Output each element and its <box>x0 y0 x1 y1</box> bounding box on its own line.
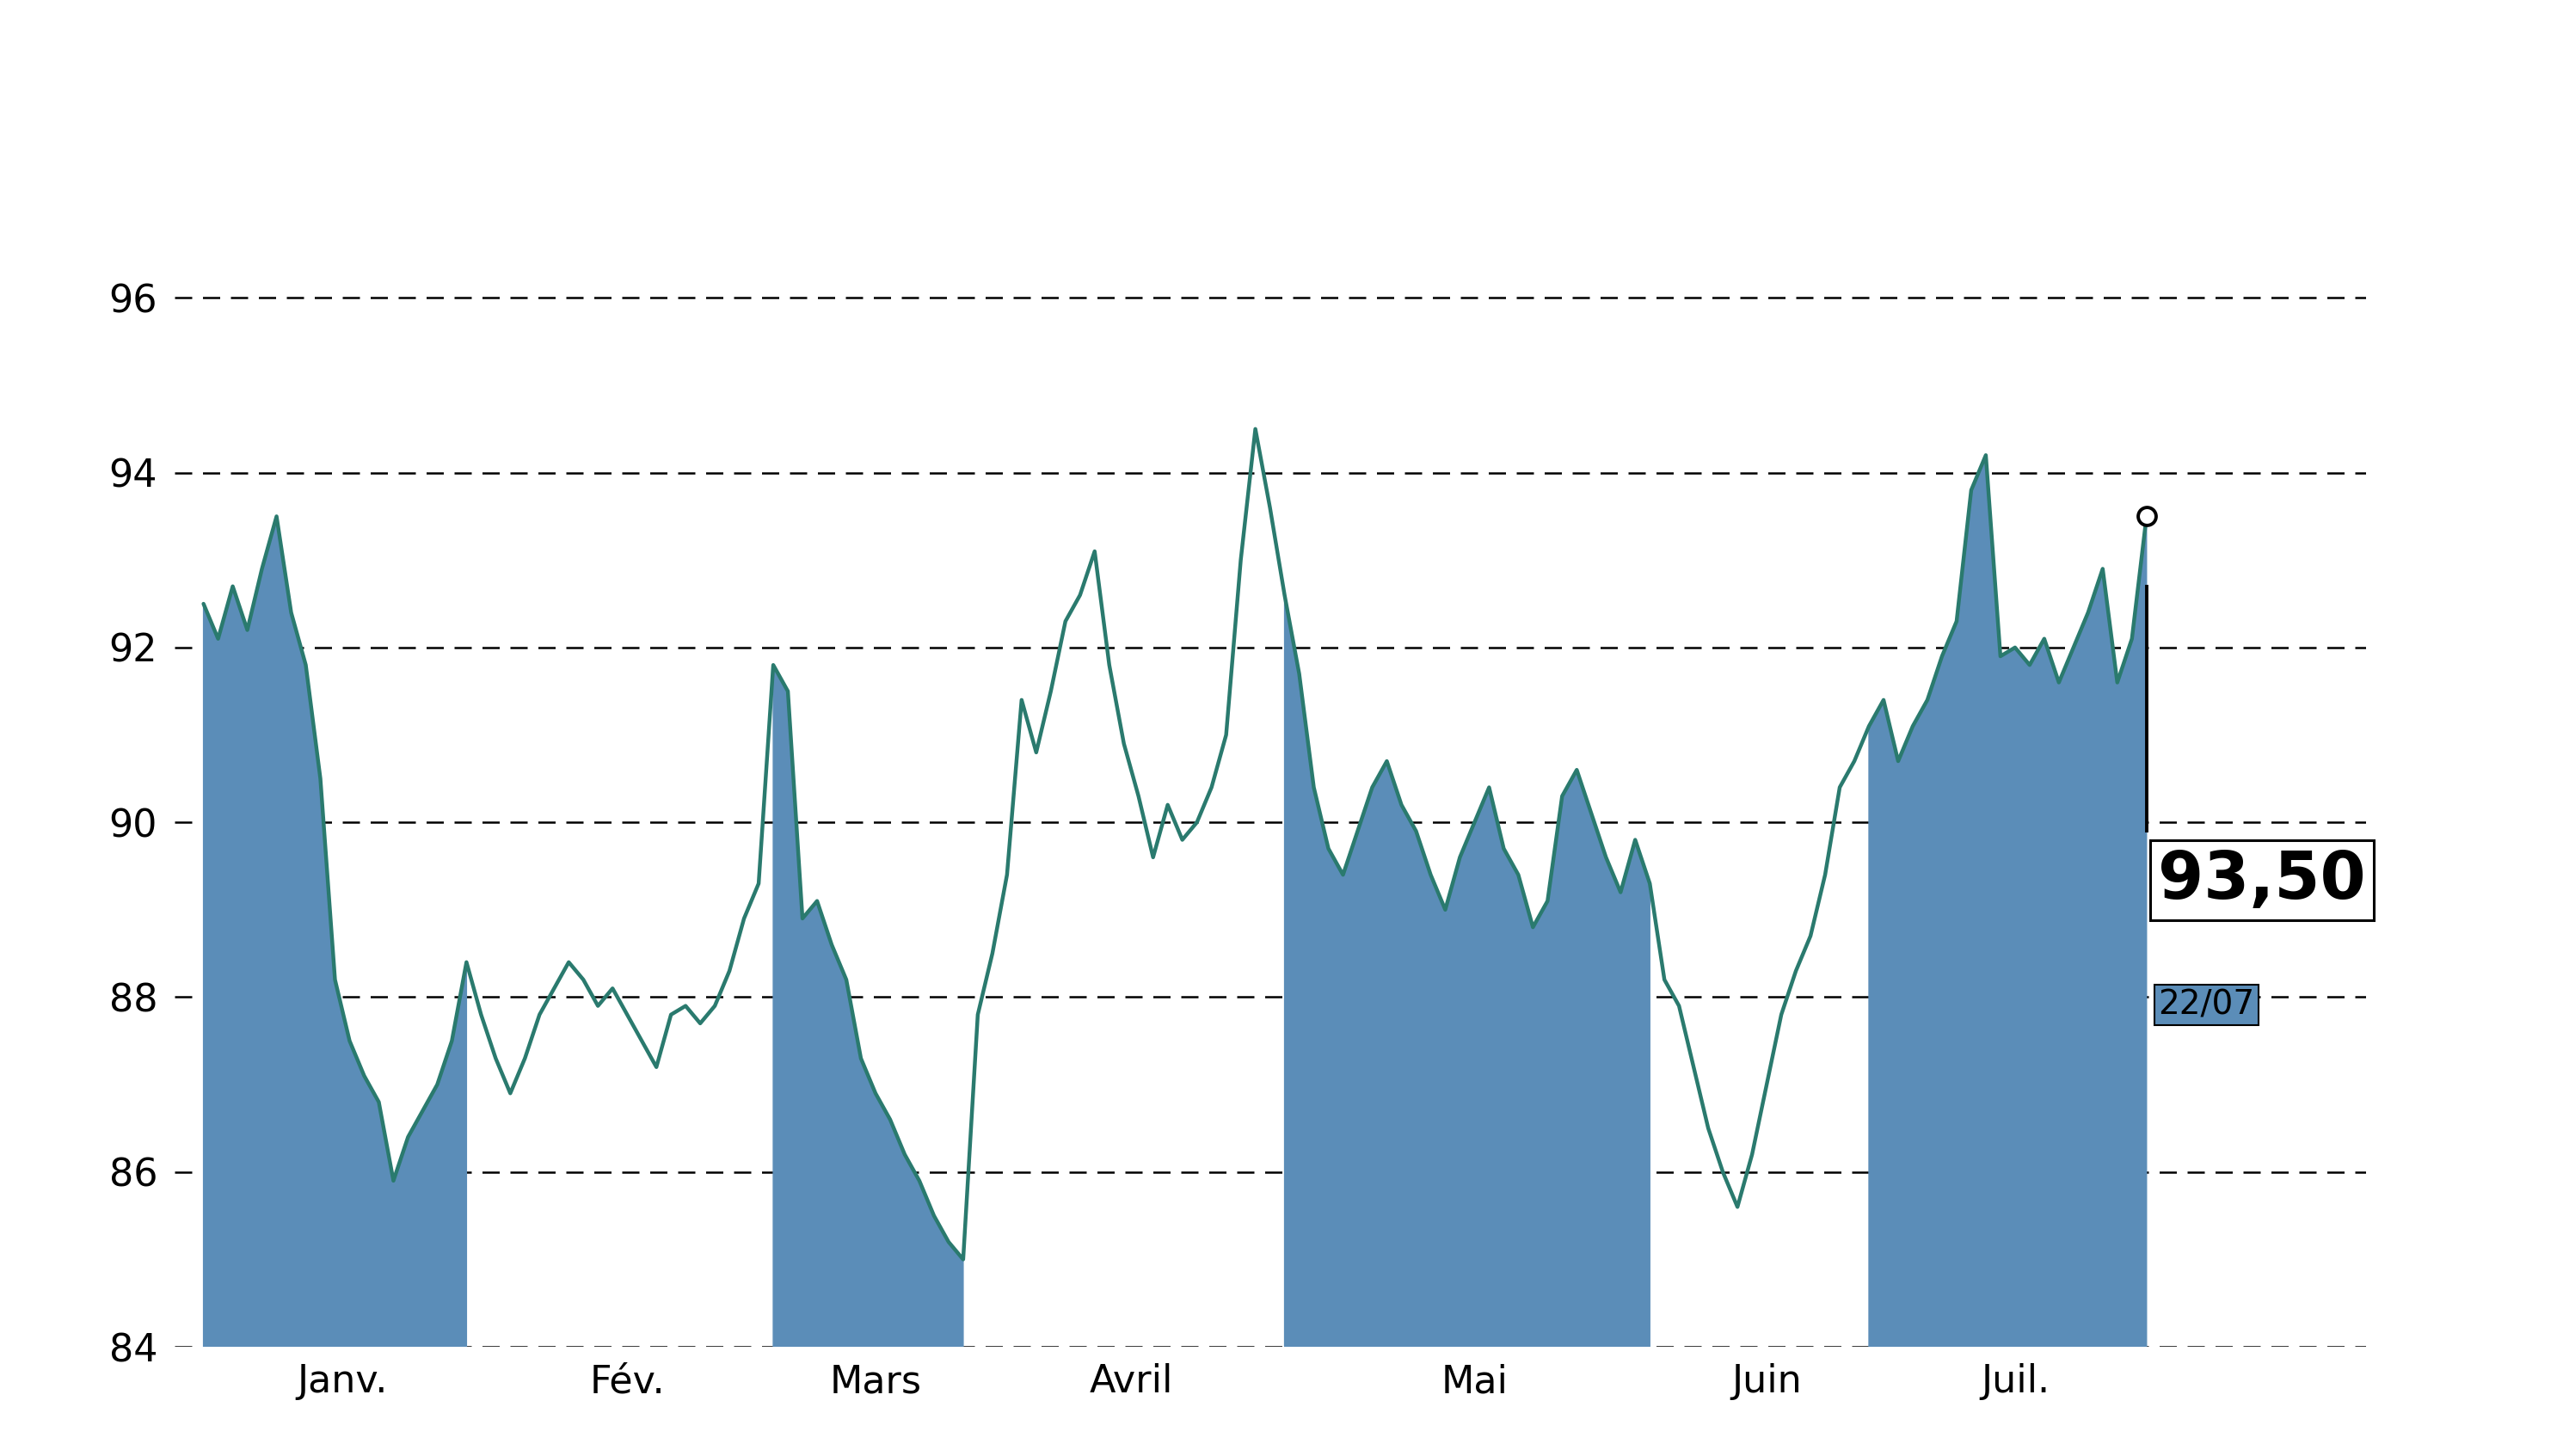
Text: 22/07: 22/07 <box>2158 989 2255 1021</box>
Polygon shape <box>1868 456 2145 1347</box>
Polygon shape <box>1284 596 1651 1347</box>
Polygon shape <box>774 665 964 1347</box>
Text: SANOFI: SANOFI <box>1066 19 1497 118</box>
Text: 93,50: 93,50 <box>2158 849 2366 913</box>
Polygon shape <box>202 517 466 1347</box>
